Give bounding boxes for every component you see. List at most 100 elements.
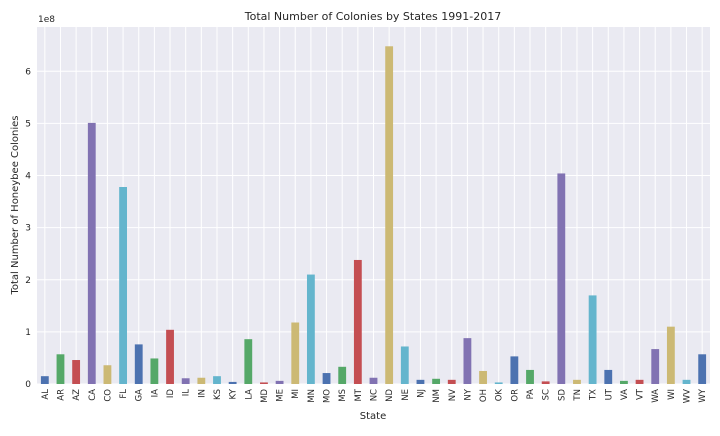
x-tick-label: CO [103, 389, 113, 402]
x-tick-label: MD [260, 389, 270, 403]
x-tick-label: PA [526, 389, 536, 400]
bar-ks [213, 376, 221, 384]
bar-me [275, 380, 284, 384]
x-tick-label: NY [463, 388, 473, 400]
y-tick-label: 4 [25, 172, 31, 182]
x-tick-label: WV [683, 389, 693, 403]
y-tick-label: 3 [25, 224, 31, 234]
bar-nv [447, 379, 456, 384]
x-tick-label: MO [323, 389, 333, 403]
bar-az [72, 360, 81, 384]
x-tick-label: MN [307, 389, 317, 403]
y-tick-label: 1 [25, 328, 31, 338]
x-tick-label: SD [557, 389, 567, 401]
bar-wa [651, 349, 660, 384]
bar-in [197, 377, 206, 384]
bar-ky [228, 381, 237, 384]
y-tick-label: 6 [25, 67, 31, 77]
x-tick-label: WA [651, 389, 661, 403]
bar-ut [604, 369, 613, 384]
bar-mn [306, 274, 315, 384]
bar-mi [291, 322, 300, 384]
bar-il [181, 378, 190, 384]
bar-pa [526, 369, 534, 384]
bar-ia [150, 358, 159, 384]
x-tick-label: KY [229, 388, 239, 399]
x-tick-label: ND [385, 389, 395, 402]
x-tick-label: OK [495, 389, 505, 402]
x-tick-label: TX [589, 389, 599, 401]
x-tick-label: WI [667, 389, 677, 400]
bar-tn [573, 379, 581, 384]
y-tick-label: 5 [25, 119, 31, 129]
bar-mt [353, 259, 362, 384]
chart-title: Total Number of Colonies by States 1991-… [244, 10, 501, 23]
x-tick-label: UT [604, 388, 614, 400]
y-tick-label: 2 [25, 276, 31, 286]
x-tick-label: VA [620, 389, 630, 400]
bars [40, 46, 707, 385]
bar-ga [134, 344, 143, 384]
x-tick-label: CA [88, 389, 98, 401]
y-axis-label: Total Number of Honeybee Colonies [10, 115, 21, 295]
x-tick-label: IL [182, 389, 192, 397]
x-tick-label: FL [119, 389, 129, 399]
bar-ca [87, 122, 96, 384]
bar-ok [494, 382, 503, 384]
x-tick-label: NC [370, 389, 380, 401]
x-tick-label: ID [166, 389, 176, 399]
bar-co [103, 365, 112, 384]
x-tick-label: NM [432, 389, 442, 403]
bar-mo [322, 373, 331, 384]
x-tick-label: AZ [72, 389, 82, 401]
bar-or [510, 356, 519, 384]
x-axis-label: State [360, 411, 386, 422]
x-tick-label: TN [573, 389, 583, 402]
x-tick-label: MI [291, 389, 301, 399]
x-tick-label: KS [213, 389, 223, 400]
x-tick-label: VT [636, 388, 646, 400]
bar-vt [635, 379, 644, 384]
bar-oh [479, 370, 487, 384]
x-tick-label: ME [276, 389, 286, 402]
bar-wv [682, 379, 691, 384]
x-tick-label: NV [448, 389, 458, 401]
y-axis-exponent: 1e8 [38, 15, 55, 25]
x-tick-label: AL [41, 389, 51, 400]
bar-ar [56, 354, 65, 384]
x-tick-label: OR [510, 389, 520, 402]
x-tick-label: IN [197, 389, 207, 398]
bar-la [244, 339, 253, 384]
bar-nc [369, 377, 378, 384]
bar-ny [463, 338, 472, 384]
bar-ne [400, 346, 409, 384]
bar-id [166, 329, 174, 384]
x-tick-label: NJ [416, 389, 426, 398]
bar-va [620, 380, 628, 384]
x-tick-label: WY [698, 388, 708, 402]
bar-ms [338, 366, 347, 384]
x-tick-label: IA [150, 389, 160, 398]
bar-nm [432, 378, 441, 384]
bar-md [260, 382, 268, 384]
bar-nd [385, 46, 394, 385]
bar-nj [416, 379, 425, 384]
x-tick-label: MS [338, 389, 348, 402]
bar-wi [666, 326, 675, 384]
x-tick-labels: AL AR AZ CA CO FL GA IA ID IL IN KS KY LA MD ME MI MN MO MS… [41, 388, 708, 403]
x-tick-label: NE [401, 389, 411, 401]
y-tick-label: 0 [25, 380, 31, 390]
x-tick-label: GA [135, 389, 145, 402]
bar-tx [588, 295, 597, 384]
bar-sd [557, 173, 566, 384]
bar-wy [698, 354, 707, 384]
x-tick-label: MT [354, 388, 364, 401]
x-tick-label: LA [244, 389, 254, 400]
x-tick-label: SC [542, 389, 552, 400]
bar-al [40, 376, 49, 384]
bar-sc [541, 381, 550, 384]
bar-fl [119, 186, 127, 384]
x-tick-label: OH [479, 389, 489, 402]
